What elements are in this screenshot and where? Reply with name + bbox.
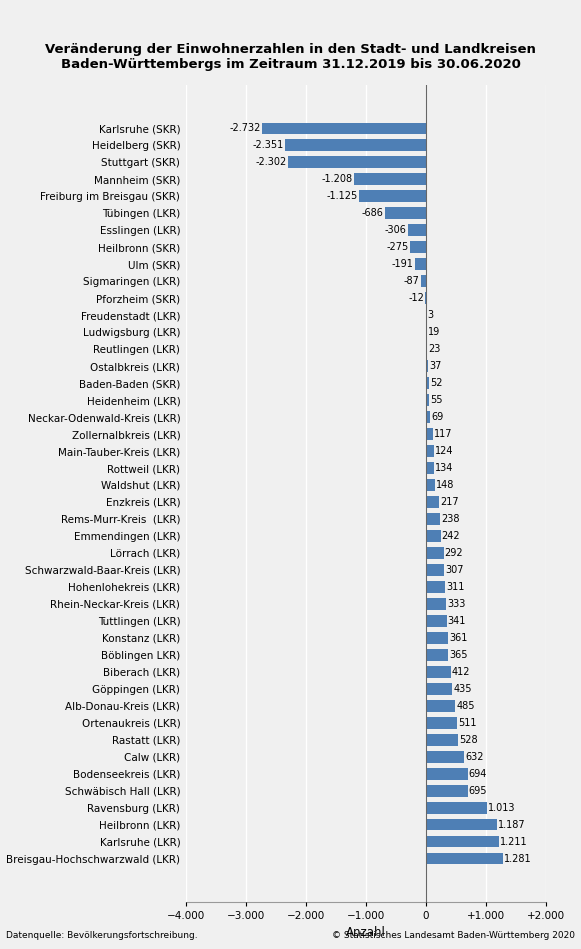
Bar <box>425 292 426 305</box>
Text: 117: 117 <box>434 429 453 439</box>
Text: © Statistisches Landesamt Baden-Württemberg 2020: © Statistisches Landesamt Baden-Württemb… <box>332 931 575 940</box>
Bar <box>410 241 426 253</box>
Text: 242: 242 <box>442 530 460 541</box>
Bar <box>426 344 428 355</box>
Bar <box>426 326 427 338</box>
Bar <box>426 479 435 491</box>
Bar <box>426 819 497 830</box>
Bar <box>358 191 426 202</box>
Bar <box>426 598 446 610</box>
Text: 311: 311 <box>446 582 464 592</box>
Bar <box>426 768 468 779</box>
Text: Datenquelle: Bevölkerungsfortschreibung.: Datenquelle: Bevölkerungsfortschreibung. <box>6 931 198 940</box>
Bar <box>426 835 498 847</box>
Text: -1.125: -1.125 <box>326 192 357 201</box>
Text: 307: 307 <box>446 565 464 575</box>
Text: -191: -191 <box>392 259 414 270</box>
Text: 694: 694 <box>469 769 487 778</box>
Text: 485: 485 <box>456 700 475 711</box>
Text: Veränderung der Einwohnerzahlen in den Stadt- und Landkreisen
Baden-Württembergs: Veränderung der Einwohnerzahlen in den S… <box>45 43 536 71</box>
Bar <box>426 734 458 746</box>
Text: 412: 412 <box>452 667 471 677</box>
Bar <box>426 785 468 796</box>
Text: 361: 361 <box>449 633 467 642</box>
Text: 19: 19 <box>428 327 440 337</box>
Text: 3: 3 <box>428 310 433 320</box>
Text: 23: 23 <box>429 344 441 354</box>
Bar <box>288 157 426 168</box>
Bar <box>415 258 426 270</box>
Bar <box>426 377 429 389</box>
Text: 1.281: 1.281 <box>504 853 532 864</box>
Text: 148: 148 <box>436 480 454 490</box>
Bar <box>426 411 430 423</box>
Text: 511: 511 <box>458 717 476 728</box>
Bar <box>262 122 426 135</box>
Text: -686: -686 <box>362 209 384 218</box>
Bar <box>285 140 426 152</box>
Bar <box>426 682 452 695</box>
Bar <box>426 428 433 440</box>
Bar <box>426 496 439 508</box>
Bar <box>426 581 444 593</box>
Text: 55: 55 <box>431 395 443 405</box>
Text: -306: -306 <box>385 225 407 235</box>
Bar <box>426 445 433 457</box>
Text: 333: 333 <box>447 599 465 609</box>
Bar <box>426 751 464 763</box>
Bar <box>426 547 444 559</box>
Bar <box>426 564 444 576</box>
Text: -12: -12 <box>408 293 424 304</box>
Text: 365: 365 <box>449 650 468 660</box>
Text: -1.208: -1.208 <box>321 175 353 184</box>
Text: 69: 69 <box>431 412 443 422</box>
Bar <box>426 530 440 542</box>
Bar <box>426 394 429 406</box>
Bar <box>426 649 448 661</box>
Text: 1.187: 1.187 <box>498 820 526 829</box>
Text: 134: 134 <box>435 463 454 473</box>
Bar <box>426 852 503 865</box>
Bar <box>426 361 428 372</box>
Bar <box>421 275 426 288</box>
Bar <box>426 666 451 678</box>
Bar <box>426 716 457 729</box>
Text: 341: 341 <box>447 616 466 625</box>
Bar <box>426 632 448 643</box>
Bar <box>354 174 426 185</box>
Text: 217: 217 <box>440 497 459 507</box>
X-axis label: Anzahl: Anzahl <box>346 926 386 940</box>
Text: 52: 52 <box>431 378 443 388</box>
Bar <box>426 699 455 712</box>
Text: -2.302: -2.302 <box>256 158 287 167</box>
Bar <box>385 208 426 219</box>
Text: 632: 632 <box>465 752 483 762</box>
Bar <box>408 224 426 236</box>
Text: -2.732: -2.732 <box>229 123 261 134</box>
Bar <box>426 615 447 626</box>
Text: 1.013: 1.013 <box>488 803 515 812</box>
Text: 238: 238 <box>442 514 460 524</box>
Text: 1.211: 1.211 <box>500 836 528 847</box>
Text: 124: 124 <box>435 446 453 456</box>
Text: 528: 528 <box>459 735 478 745</box>
Bar <box>426 513 440 525</box>
Text: 292: 292 <box>444 548 463 558</box>
Text: -87: -87 <box>404 276 419 287</box>
Bar <box>426 462 434 474</box>
Bar <box>426 802 487 813</box>
Text: -275: -275 <box>386 242 408 252</box>
Text: 37: 37 <box>429 362 442 371</box>
Text: -2.351: -2.351 <box>253 140 284 151</box>
Text: 695: 695 <box>469 786 487 795</box>
Text: 435: 435 <box>453 683 472 694</box>
